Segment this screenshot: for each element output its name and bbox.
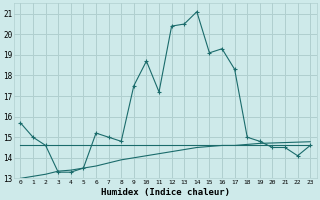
X-axis label: Humidex (Indice chaleur): Humidex (Indice chaleur) <box>101 188 230 197</box>
